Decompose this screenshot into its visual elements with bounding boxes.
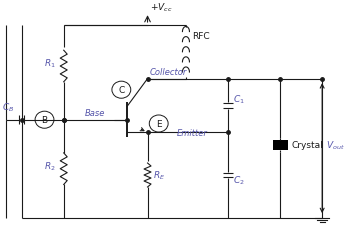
Text: $R_2$: $R_2$ xyxy=(44,160,56,172)
Text: $V_{out}$: $V_{out}$ xyxy=(326,139,345,152)
Text: Crystal: Crystal xyxy=(291,141,323,150)
Text: Base: Base xyxy=(85,108,105,117)
Text: E: E xyxy=(156,119,161,128)
Text: $R_E$: $R_E$ xyxy=(153,169,165,182)
Text: RFC: RFC xyxy=(192,32,210,41)
Text: Collector: Collector xyxy=(149,68,187,77)
Text: $+V_{cc}$: $+V_{cc}$ xyxy=(150,1,173,14)
Text: C: C xyxy=(118,86,125,95)
Bar xyxy=(273,140,287,150)
Text: B: B xyxy=(41,116,48,125)
Text: $C_2$: $C_2$ xyxy=(233,174,245,186)
Text: Emitter: Emitter xyxy=(177,128,208,137)
Text: $C_1$: $C_1$ xyxy=(233,93,245,105)
Text: $C_B$: $C_B$ xyxy=(2,101,15,113)
Text: $R_1$: $R_1$ xyxy=(44,57,56,70)
